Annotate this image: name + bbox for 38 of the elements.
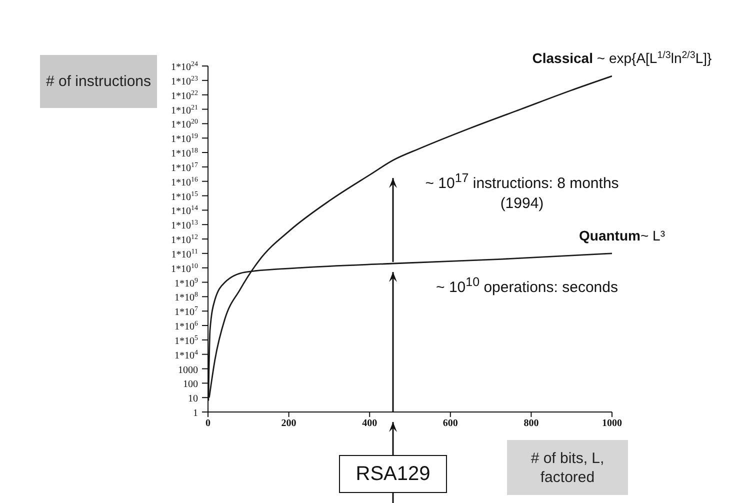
x-tick-label: 1000 [602,418,622,430]
y-tick-label: 1*10$^{12}$ [171,233,198,246]
y-tick-label: 1*10$^{23}$ [171,74,198,88]
y-tick-label: 1*10$^{5}$ [174,334,198,347]
y-tick-label: 1*10$^{4}$ [174,348,198,362]
y-tick-label: 10 [188,394,198,405]
series-label: Classical ~ exp{A[L$^{1/3}$ln$^{2/3}$L]} [532,50,712,66]
text: RSA129 [356,462,430,486]
y-tick-label: 1*10$^{20}$ [171,118,198,131]
y-tick-label: 1*10$^{7}$ [174,305,198,318]
y-tick-label: 1*10$^{11}$ [171,247,198,260]
y-tick-label: 1*10$^{16}$ [171,175,198,188]
y-tick-label: 1*10$^{19}$ [171,132,198,146]
y-tick-label: 1*10$^{6}$ [174,320,198,332]
x-axis-title: # of bits, L, factored [530,448,606,486]
x-tick-label: 400 [362,418,378,430]
y-tick-label: 1*10$^{21}$ [171,103,198,116]
y-tick-label: 1000 [178,364,198,376]
x-tick-label: 600 [442,418,458,430]
y-tick-label: 1*10$^{13}$ [171,218,198,232]
series-label: Quantum~ L³ [579,227,666,244]
y-tick-label: 1*10$^{18}$ [171,146,198,160]
x-tick-label: 0 [206,418,210,430]
x-tick-label: 200 [281,418,296,430]
y-tick-label: 1*10$^{24}$ [171,60,198,73]
x-tick-label: 800 [524,418,539,430]
y-tick-label: 1*10$^{14}$ [171,204,198,218]
y-tick-label: 100 [183,379,198,390]
annotation: ~ 10$^{17}$ instructions: 8 months (1994) [425,171,619,212]
y-axis-title: # of instructions [46,72,152,91]
y-tick-label: 1*10$^{17}$ [171,160,198,174]
y-tick-label: 1*10$^{8}$ [174,290,198,304]
y-tick-label: 1*10$^{15}$ [171,190,198,203]
annotation: ~ 10$^{10}$ operations: seconds [436,275,618,296]
y-tick-label: 1*10$^{22}$ [171,88,198,102]
y-tick-label: 1*10$^{10}$ [171,262,198,275]
y-tick-label: 1 [193,408,198,419]
y-tick-label: 1*10$^{9}$ [174,276,198,290]
